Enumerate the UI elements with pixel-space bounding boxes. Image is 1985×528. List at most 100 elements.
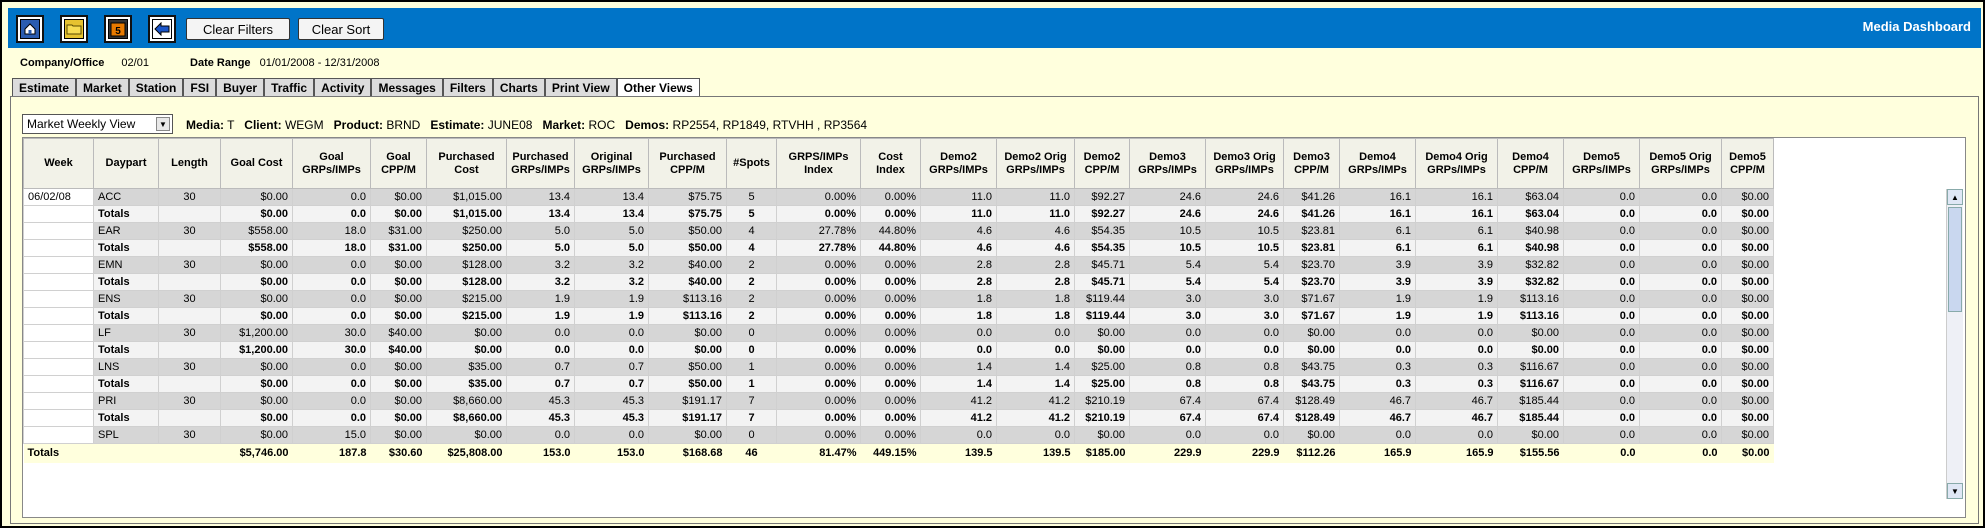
table-cell: [23, 290, 94, 308]
subtotal-row[interactable]: Totals $558.00 18.0 $31.00 $250.00 5.0 5.0 $50.…: [23, 239, 1774, 257]
column-header[interactable]: Demo4 CPP/M: [1497, 138, 1564, 189]
column-header[interactable]: Cost Index: [860, 138, 921, 189]
scroll-down-icon[interactable]: ▼: [1947, 483, 1963, 499]
subtotal-row[interactable]: Totals $0.00 0.0 $0.00 $128.00 3.2 3.2 $40.00 2 0…: [23, 273, 1774, 291]
table-row[interactable]: LF 30 $1,200.00 30.0 $40.00 $0.00 0.0 0.0 $0.00 0…: [23, 324, 1774, 342]
column-header[interactable]: Goal Cost: [220, 138, 293, 189]
column-header[interactable]: Demo3 CPP/M: [1283, 138, 1340, 189]
tab-traffic[interactable]: Traffic: [264, 78, 315, 96]
table-row[interactable]: ENS 30 $0.00 0.0 $0.00 $215.00 1.9 1.9 $113.16 2 0…: [23, 290, 1774, 308]
table-cell: 1.8: [996, 307, 1075, 325]
column-header[interactable]: Demo2 CPP/M: [1074, 138, 1130, 189]
column-header[interactable]: Demo5 CPP/M: [1721, 138, 1774, 189]
table-cell: 0.0: [574, 341, 649, 359]
subtotal-row[interactable]: Totals $0.00 0.0 $0.00 $8,660.00 45.3 45.3 $191…: [23, 409, 1774, 427]
column-header[interactable]: GRPS/IMPs Index: [776, 138, 861, 189]
tab-activity[interactable]: Activity: [314, 78, 372, 96]
column-header[interactable]: Demo5 Orig GRPs/IMPs: [1639, 138, 1722, 189]
table-cell: 44.80%: [860, 239, 921, 257]
home-button[interactable]: [16, 15, 44, 43]
table-cell: 30.0: [292, 324, 371, 342]
table-cell: 0.0: [1639, 307, 1722, 325]
tab-market[interactable]: Market: [76, 78, 129, 96]
column-header[interactable]: Length: [158, 138, 221, 189]
table-cell: $116.67: [1497, 358, 1564, 376]
clear-sort-button[interactable]: Clear Sort: [298, 18, 384, 40]
clear-filters-button[interactable]: Clear Filters: [186, 18, 290, 40]
table-cell: 4.6: [996, 222, 1075, 240]
total-cell: 229.9: [1129, 443, 1206, 463]
column-header[interactable]: Demo4 Orig GRPs/IMPs: [1415, 138, 1498, 189]
tab-estimate[interactable]: Estimate: [12, 78, 77, 96]
table-cell: $63.04: [1497, 205, 1564, 223]
total-cell: Totals: [23, 443, 94, 463]
table-cell: 0.0: [996, 324, 1075, 342]
table-cell: 3.0: [1129, 307, 1206, 325]
table-cell: $40.00: [648, 256, 727, 274]
column-header[interactable]: #Spots: [726, 138, 777, 189]
column-header[interactable]: Demo3 Orig GRPs/IMPs: [1205, 138, 1284, 189]
column-header[interactable]: Demo2 GRPs/IMPs: [920, 138, 997, 189]
subtotal-row[interactable]: Totals $0.00 0.0 $0.00 $1,015.00 13.4 13.4 $75.…: [23, 205, 1774, 223]
column-header[interactable]: Purchased Cost: [426, 138, 507, 189]
column-header[interactable]: Goal GRPs/IMPs: [292, 138, 371, 189]
table-cell: $1,015.00: [426, 205, 507, 223]
table-cell: 18.0: [292, 222, 371, 240]
subtotal-row[interactable]: Totals $0.00 0.0 $0.00 $215.00 1.9 1.9 $113.16 2…: [23, 307, 1774, 325]
total-cell: $25,808.00: [426, 443, 507, 463]
column-header[interactable]: Demo2 Orig GRPs/IMPs: [996, 138, 1075, 189]
table-row[interactable]: EAR 30 $558.00 18.0 $31.00 $250.00 5.0 5.0 $50.0…: [23, 222, 1774, 240]
open-button[interactable]: [60, 15, 88, 43]
table-cell: 67.4: [1205, 409, 1284, 427]
vertical-scrollbar[interactable]: ▲ ▼: [1946, 189, 1963, 499]
column-header[interactable]: Week: [23, 138, 94, 189]
table-cell: 41.2: [996, 392, 1075, 410]
calendar-button[interactable]: 5: [104, 15, 132, 43]
column-header[interactable]: Demo4 GRPs/IMPs: [1339, 138, 1416, 189]
tab-buyer[interactable]: Buyer: [216, 78, 265, 96]
table-cell: 3.0: [1205, 290, 1284, 308]
table-cell: $50.00: [648, 375, 727, 393]
table-cell: 0.0: [920, 426, 997, 444]
column-header[interactable]: Goal CPP/M: [370, 138, 427, 189]
scroll-up-icon[interactable]: ▲: [1947, 189, 1963, 205]
column-header[interactable]: Demo3 GRPs/IMPs: [1129, 138, 1206, 189]
table-cell: [23, 341, 94, 359]
column-header[interactable]: Demo5 GRPs/IMPs: [1563, 138, 1640, 189]
tab-charts[interactable]: Charts: [492, 78, 545, 96]
table-cell: 67.4: [1129, 409, 1206, 427]
subtotal-row[interactable]: Totals $0.00 0.0 $0.00 $35.00 0.7 0.7 $50.00 1 0.…: [23, 375, 1774, 393]
column-header[interactable]: Purchased GRPs/IMPs: [506, 138, 575, 189]
table-cell: 3.0: [1129, 290, 1206, 308]
table-cell: $128.00: [426, 256, 507, 274]
tab-filters[interactable]: Filters: [442, 78, 493, 96]
scroll-thumb[interactable]: [1948, 207, 1962, 312]
table-cell: 0.0: [1563, 324, 1640, 342]
tab-station[interactable]: Station: [128, 78, 184, 96]
table-cell: 0.00%: [860, 426, 921, 444]
table-cell: 0.0: [506, 426, 575, 444]
column-header[interactable]: Original GRPs/IMPs: [574, 138, 649, 189]
table-row[interactable]: PRI 30 $0.00 0.0 $0.00 $8,660.00 45.3 45.3 $191.…: [23, 392, 1774, 410]
view-select[interactable]: Market Weekly View ▼: [22, 114, 173, 134]
tab-messages[interactable]: Messages: [371, 78, 443, 96]
subtotal-row[interactable]: Totals $1,200.00 30.0 $40.00 $0.00 0.0 0.0 $0.0…: [23, 341, 1774, 359]
table-cell: 0.0: [1563, 341, 1640, 359]
tab-print-view[interactable]: Print View: [544, 78, 617, 96]
table-row[interactable]: 06/02/08 ACC 30 $0.00 0.0 $0.00 $1,015.00 13.4 1…: [23, 188, 1774, 206]
table-cell: 7: [726, 392, 777, 410]
table-cell: Totals: [93, 375, 159, 393]
column-header[interactable]: Purchased CPP/M: [648, 138, 727, 189]
table-cell: $0.00: [1074, 341, 1130, 359]
table-cell: 0.00%: [860, 290, 921, 308]
column-header[interactable]: Daypart: [93, 138, 159, 189]
back-button[interactable]: [148, 15, 176, 43]
tab-other-views[interactable]: Other Views: [616, 78, 700, 97]
table-cell: 5.0: [506, 239, 575, 257]
table-row[interactable]: EMN 30 $0.00 0.0 $0.00 $128.00 3.2 3.2 $40.00 2 0.…: [23, 256, 1774, 274]
table-cell: $71.67: [1283, 307, 1340, 325]
table-row[interactable]: SPL 30 $0.00 15.0 $0.00 $0.00 0.0 0.0 $0.00 0 0.00…: [23, 426, 1774, 444]
table-row[interactable]: LNS 30 $0.00 0.0 $0.00 $35.00 0.7 0.7 $50.00 1 0.0…: [23, 358, 1774, 376]
table-cell: 0.00%: [860, 256, 921, 274]
tab-fsi[interactable]: FSI: [183, 78, 217, 96]
